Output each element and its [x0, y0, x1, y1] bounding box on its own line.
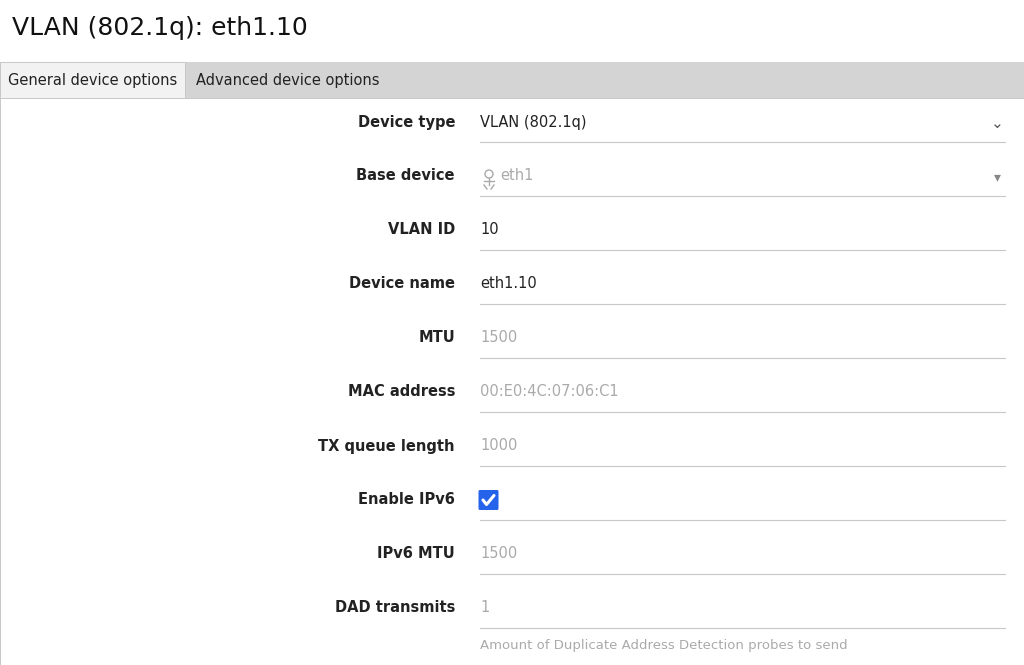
Text: VLAN (802.1q): eth1.10: VLAN (802.1q): eth1.10 — [12, 16, 308, 40]
Text: 1500: 1500 — [480, 331, 517, 346]
Text: Amount of Duplicate Address Detection probes to send: Amount of Duplicate Address Detection pr… — [480, 640, 848, 652]
Text: DAD transmits: DAD transmits — [335, 600, 455, 616]
Bar — [0, 62, 1024, 98]
Text: eth1.10: eth1.10 — [480, 277, 537, 291]
Text: 1000: 1000 — [480, 438, 517, 454]
Text: VLAN (802.1q): VLAN (802.1q) — [480, 114, 587, 130]
Text: ▾: ▾ — [993, 170, 1000, 184]
Text: Device name: Device name — [349, 277, 455, 291]
Text: TX queue length: TX queue length — [318, 438, 455, 454]
Text: VLAN ID: VLAN ID — [388, 223, 455, 237]
Text: ⌄: ⌄ — [990, 116, 1004, 130]
Text: eth1: eth1 — [500, 168, 534, 184]
Text: 00:E0:4C:07:06:C1: 00:E0:4C:07:06:C1 — [480, 384, 618, 400]
Text: IPv6 MTU: IPv6 MTU — [377, 547, 455, 561]
FancyBboxPatch shape — [478, 490, 499, 510]
Text: Base device: Base device — [356, 168, 455, 184]
Text: General device options: General device options — [8, 72, 177, 88]
Text: Device type: Device type — [357, 114, 455, 130]
Text: MTU: MTU — [418, 331, 455, 346]
Bar — [0, 62, 185, 98]
Text: 1: 1 — [480, 600, 489, 616]
Text: Advanced device options: Advanced device options — [196, 72, 379, 88]
Bar — [0, 98, 1024, 665]
Text: 10: 10 — [480, 223, 499, 237]
Text: 1500: 1500 — [480, 547, 517, 561]
Text: MAC address: MAC address — [347, 384, 455, 400]
Text: Enable IPv6: Enable IPv6 — [358, 493, 455, 507]
